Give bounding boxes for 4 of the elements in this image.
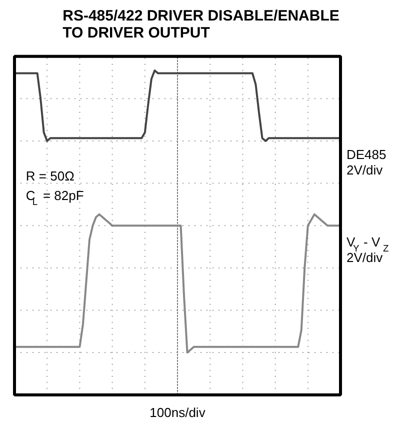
chart-title: RS-485/422 DRIVER DISABLE/ENABLE TO DRIVER OUTPUT (62, 8, 340, 42)
x-axis-title: 100ns/div (150, 405, 206, 420)
annotation: R = 50Ω (26, 168, 75, 184)
series-label: DE485 2V/div (346, 147, 386, 178)
